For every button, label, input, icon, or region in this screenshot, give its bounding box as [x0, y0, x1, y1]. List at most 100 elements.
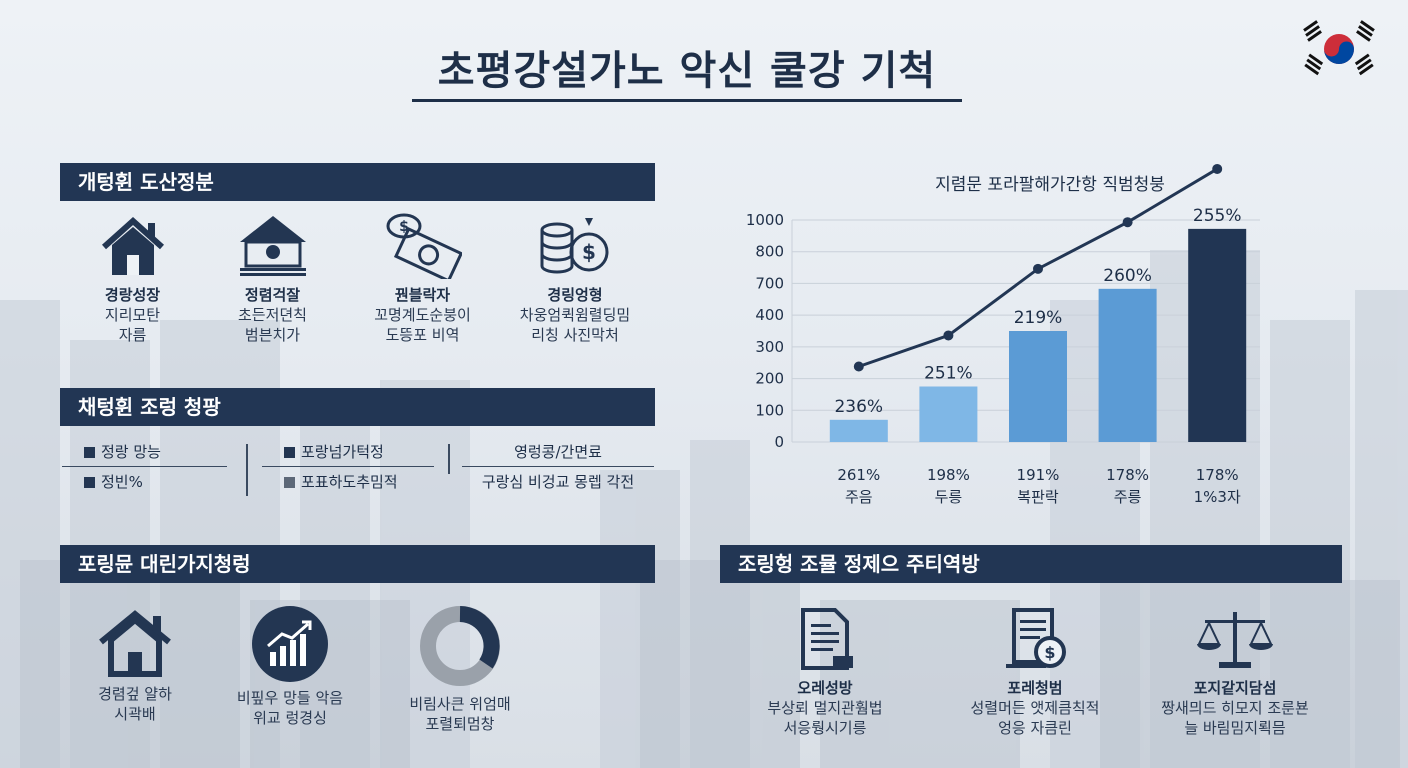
feature-item-1: 경랑성장 지리모탄 자름 — [60, 215, 205, 345]
feature-item-2: 정렴걱잘 초든저뎐칙 범븐치가 — [200, 212, 345, 345]
impact-item-2: 비핖우 망들 악음 위교 렁경싱 — [215, 606, 365, 728]
korean-flag-icon — [1303, 20, 1375, 76]
square-bullet-icon — [84, 477, 95, 488]
y-tick-label: 300 — [755, 338, 784, 356]
measure-desc: 짱새믜드 히모지 조룬뵨 — [1161, 699, 1309, 717]
x-category-label: 178% — [1106, 466, 1149, 484]
measure-title: 포지같지담섬 — [1193, 679, 1277, 697]
feature-desc: 초든저뎐칙 — [237, 306, 307, 324]
y-tick-label: 400 — [755, 306, 784, 324]
house-icon — [99, 610, 171, 677]
section-header-2: 채텅휜 조렁 청팡 — [60, 388, 655, 426]
x-category-sublabel: 복판락 — [1017, 488, 1059, 506]
measure-desc: 엉응 자큼린 — [998, 719, 1072, 737]
section-header-4: 조링헝 조뮬 정제으 주티역방 — [720, 545, 1342, 583]
y-tick-label: 1000 — [746, 211, 784, 229]
x-category-label: 191% — [1017, 466, 1060, 484]
col-top-text: 포랑넘가턱정 — [301, 443, 384, 461]
impact-item-3: 비림사큰 위엄매 포렬퇴멈창 — [385, 604, 535, 734]
feature-desc: 리칭 사진막처 — [531, 326, 619, 344]
policy-col-3: 영렁콩/간면료 구랑심 비겅교 몽렙 각전 — [462, 437, 654, 497]
trend-point — [1212, 163, 1223, 174]
impact-desc: 시곽배 — [114, 705, 156, 723]
y-tick-label: 200 — [755, 370, 784, 388]
y-tick-label: 100 — [755, 401, 784, 419]
y-tick-label: 700 — [755, 274, 784, 292]
trend-point — [1033, 263, 1043, 274]
section-header-3: 포링뮨 대린가지청렁 — [60, 545, 655, 583]
square-bullet-icon — [284, 447, 295, 458]
chart-bar — [1188, 228, 1247, 442]
chart-bar — [919, 386, 978, 442]
feature-desc: 지리모탄 — [104, 306, 161, 324]
feature-desc: 자름 — [118, 326, 147, 344]
svg-text:$: $ — [399, 219, 409, 235]
measure-desc: 성렬머든 앳제큼칙적 — [970, 699, 1100, 717]
x-category-sublabel: 주음 — [845, 488, 873, 506]
square-bullet-icon — [284, 477, 295, 488]
growth-chart-icon — [252, 606, 328, 682]
impact-desc: 비핖우 망들 악음 — [236, 689, 344, 707]
measure-item-1: 오레성방 부상뢰 멀지관훰법 서응뤙시기릉 — [745, 606, 905, 738]
coins-icon: $ — [540, 218, 609, 274]
feature-desc: 차웅엄퀵윔렬딩밈 — [519, 306, 631, 324]
money-icon: $ — [386, 213, 462, 279]
donut-icon — [420, 606, 500, 686]
house-icon — [101, 216, 164, 275]
y-tick-label: 800 — [755, 243, 784, 261]
x-category-label: 178% — [1196, 466, 1239, 484]
feature-title: 정렴걱잘 — [244, 286, 301, 304]
bar-value-label: 236% — [834, 397, 883, 417]
trend-point — [1122, 217, 1133, 228]
impact-desc: 비림사큰 위엄매 — [409, 695, 511, 713]
report-money-icon: $ — [1006, 608, 1066, 668]
measure-title: 오레성방 — [797, 679, 853, 697]
feature-item-3: $ 꿘블락자 꼬명계도순붕이 도뜽포 비역 — [345, 212, 500, 345]
chart-bar — [1009, 331, 1067, 442]
x-category-sublabel: 1%3자 — [1194, 488, 1241, 506]
col-bottom-text: 정빈% — [101, 473, 143, 491]
bar-value-label: 260% — [1103, 266, 1152, 286]
col-bottom-text: 구랑심 비겅교 몽렙 각전 — [481, 473, 635, 491]
impact-desc: 위교 렁경싱 — [253, 709, 327, 727]
measure-item-2: $ 포레청범 성렬머든 앳제큼칙적 엉응 자큼린 — [945, 606, 1125, 738]
column-divider — [246, 444, 248, 496]
y-tick-label: 0 — [774, 433, 784, 451]
trend-point — [943, 330, 954, 341]
trend-point — [853, 361, 864, 372]
bar-value-label: 255% — [1193, 206, 1242, 226]
bank-icon — [239, 216, 306, 276]
feature-title: 경링엉형 — [547, 286, 603, 304]
x-category-label: 198% — [927, 466, 970, 484]
chart-bar — [1098, 288, 1157, 442]
feature-title: 경랑성장 — [104, 286, 161, 304]
policy-col-2: 포랑넘가턱정 포표하도추밈적 — [262, 437, 434, 497]
column-divider — [448, 444, 450, 474]
policy-col-1: 정랑 망능 정빈% — [62, 437, 227, 497]
x-category-sublabel: 주릉 — [1114, 488, 1142, 506]
square-bullet-icon — [84, 447, 95, 458]
measure-desc: 부상뢰 멀지관훰법 — [767, 699, 883, 717]
impact-desc: 경렴겊 얄하 — [98, 685, 172, 703]
document-icon — [801, 608, 853, 670]
svg-text:$: $ — [582, 240, 596, 264]
x-category-sublabel: 두릉 — [935, 488, 963, 506]
feature-desc: 범븐치가 — [244, 326, 301, 344]
bar-value-label: 219% — [1014, 308, 1063, 328]
feature-item-4: $ 경링엉형 차웅엄퀵윔렬딩밈 리칭 사진막처 — [495, 212, 655, 345]
measure-title: 포레청범 — [1007, 679, 1063, 697]
col-bottom-text: 포표하도추밈적 — [301, 473, 398, 491]
col-top-text: 정랑 망능 — [101, 443, 161, 461]
svg-text:$: $ — [1044, 643, 1055, 662]
section-header-1: 개텅휜 도산정분 — [60, 163, 655, 201]
scales-icon — [1197, 612, 1273, 668]
measure-desc: 늘 바림밈지뢱믐 — [1184, 719, 1286, 737]
feature-desc: 꼬명계도순붕이 — [374, 306, 471, 324]
feature-title: 꿘블락자 — [394, 286, 451, 304]
feature-desc: 도뜽포 비역 — [385, 326, 460, 344]
bar-value-label: 251% — [924, 364, 973, 384]
col-top-text: 영렁콩/간면료 — [514, 443, 602, 461]
x-category-label: 261% — [837, 466, 880, 484]
measure-item-3: 포지같지담섬 짱새믜드 히모지 조룬뵨 늘 바림밈지뢱믐 — [1140, 606, 1330, 738]
